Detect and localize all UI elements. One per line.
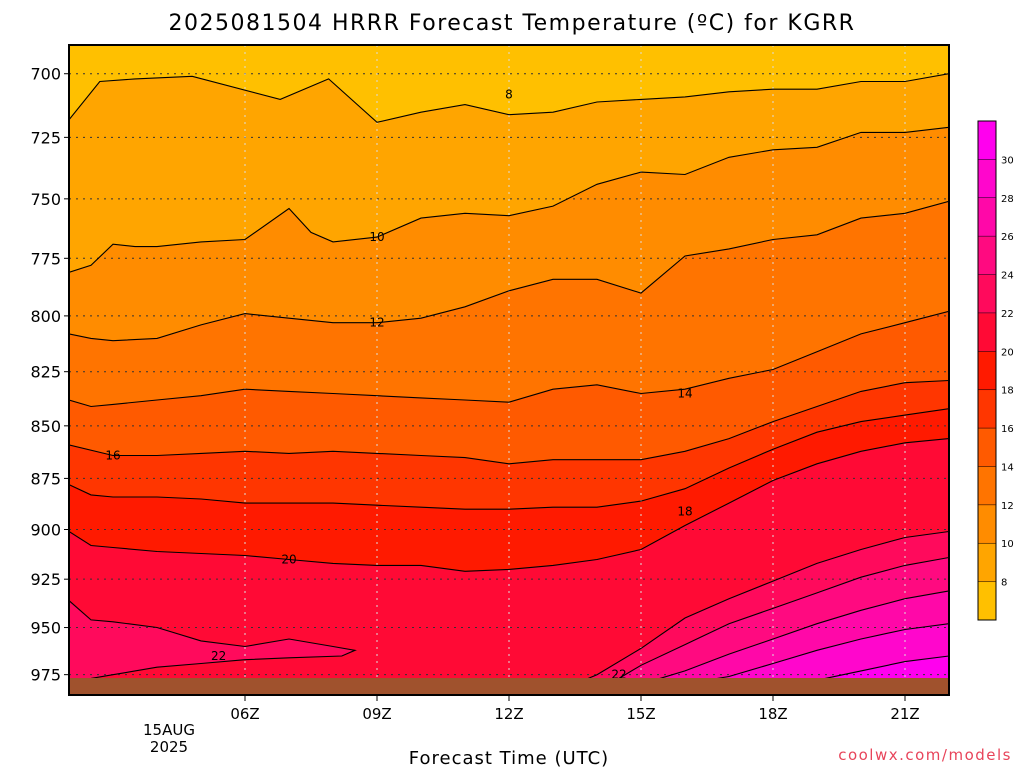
pressure-axis: 700 725 750 775 800 825 850 875 900 925 950 975 (30, 65, 69, 685)
colorbar-swatch-10 (978, 197, 996, 237)
contour-24 (592, 556, 949, 692)
colorbar-swatch-1 (978, 543, 996, 583)
colorbar-label-30: 30 (1001, 155, 1014, 166)
y-tick-label-875: 875 (30, 469, 61, 488)
colorbar-label-12: 12 (1001, 501, 1014, 512)
colorbar-swatch-5 (978, 389, 996, 429)
colorbar-label-18: 18 (1001, 386, 1014, 397)
contour-8 (69, 73, 949, 123)
colorbar-swatch-3 (978, 466, 996, 506)
colorbar-swatch-8 (978, 274, 996, 314)
contour-label-8: 8 (505, 87, 513, 101)
date-label-year: 2025 (150, 738, 188, 756)
x-tick-label-06Z: 06Z (230, 705, 259, 723)
colorbar-swatch-2 (978, 504, 996, 544)
colorbar-label-28: 28 (1001, 194, 1014, 205)
band-22 (69, 600, 355, 695)
colorbar-swatch-9 (978, 236, 996, 276)
colorbar-swatch-11 (978, 159, 996, 199)
temperature-fill-bands (69, 45, 949, 695)
contour-12 (69, 200, 949, 342)
y-tick-label-900: 900 (30, 520, 61, 539)
contour-label-22: 22 (211, 649, 226, 663)
colorbar-swatch-0 (978, 581, 996, 621)
contour-label-10: 10 (369, 230, 384, 244)
colorbar-label-16: 16 (1001, 424, 1014, 435)
x-axis-label: Forecast Time (UTC) (409, 748, 609, 768)
x-tick-label-09Z: 09Z (362, 705, 391, 723)
contour-label-16: 16 (105, 448, 120, 462)
chart-title: 2025081504 HRRR Forecast Temperature (ºC… (169, 11, 856, 36)
colorbar-swatch-7 (978, 312, 996, 352)
contour-22 (69, 600, 357, 679)
x-tick-label-12Z: 12Z (494, 705, 523, 723)
contour-22 (557, 530, 949, 692)
contour-label-12: 12 (369, 316, 384, 330)
colorbar-swatch-6 (978, 351, 996, 391)
y-tick-label-750: 750 (30, 190, 61, 209)
y-tick-label-800: 800 (30, 307, 61, 326)
contour-18 (69, 408, 949, 510)
colorbar-swatch-4 (978, 428, 996, 467)
contour-label-20: 20 (281, 552, 296, 566)
ground-strip (69, 678, 949, 695)
colorbar-label-10: 10 (1001, 539, 1014, 550)
y-tick-label-725: 725 (30, 128, 61, 147)
y-tick-label-850: 850 (30, 417, 61, 436)
colorbar-label-20: 20 (1001, 347, 1014, 358)
contour-label-14: 14 (677, 387, 692, 401)
contour-16 (69, 379, 949, 465)
contour-label-18: 18 (677, 504, 692, 518)
contour-10 (69, 126, 949, 273)
colorbar-label-14: 14 (1001, 462, 1014, 473)
x-tick-label-15Z: 15Z (626, 705, 655, 723)
colorbar-label-26: 26 (1001, 232, 1014, 243)
colorbar-label-8: 8 (1001, 578, 1007, 589)
y-tick-label-925: 925 (30, 570, 61, 589)
y-tick-label-775: 775 (30, 249, 61, 268)
y-tick-label-975: 975 (30, 666, 61, 685)
y-tick-label-825: 825 (30, 363, 61, 382)
colorbar: 8 10 12 14 16 18 20 22 24 26 28 30 (977, 120, 1014, 621)
contour-20 (69, 438, 949, 572)
date-label-day: 15AUG (143, 721, 195, 739)
site-credit: coolwx.com/models (838, 746, 1012, 764)
y-tick-label-950: 950 (30, 619, 61, 638)
colorbar-frame (977, 120, 997, 621)
x-tick-label-18Z: 18Z (758, 705, 787, 723)
time-axis: 06Z 09Z 12Z 15Z 18Z 21Z (230, 695, 920, 723)
contour-14 (69, 310, 949, 408)
colorbar-swatch-12 (978, 121, 996, 160)
colorbar-label-22: 22 (1001, 309, 1014, 320)
colorbar-label-24: 24 (1001, 271, 1014, 282)
y-tick-label-700: 700 (30, 65, 61, 84)
x-tick-label-21Z: 21Z (890, 705, 919, 723)
contour-26 (623, 590, 949, 692)
